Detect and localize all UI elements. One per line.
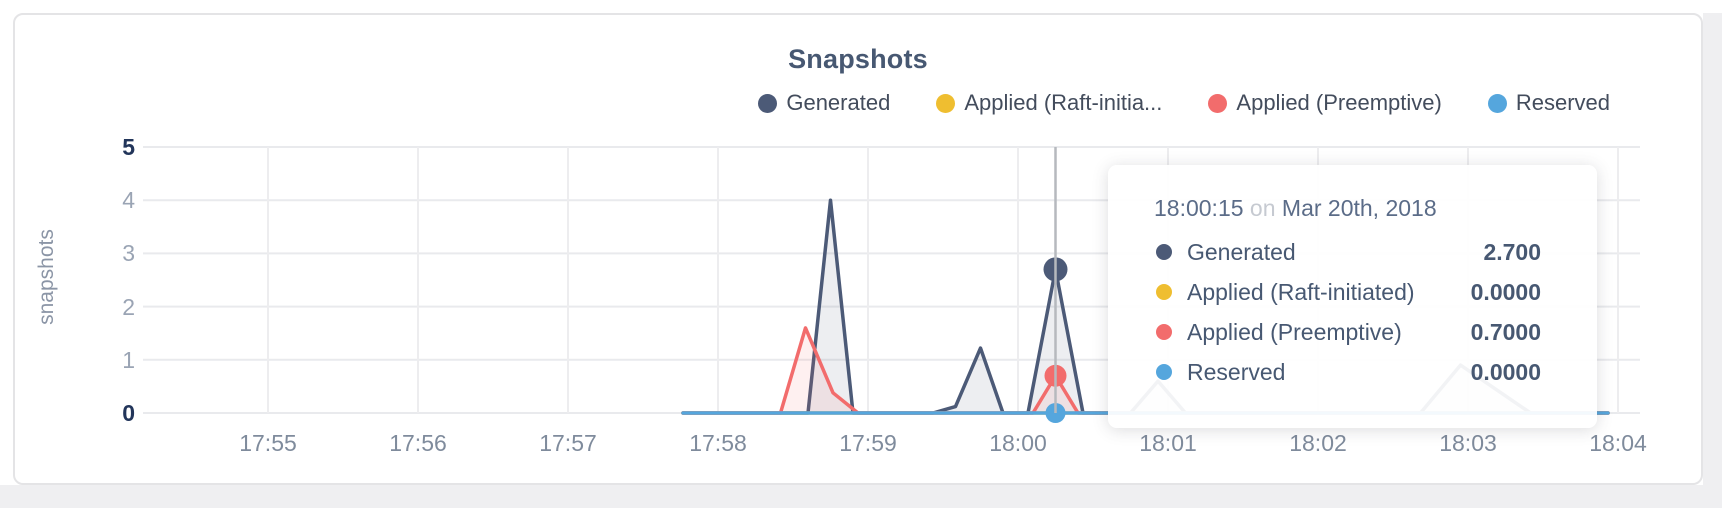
tooltip-series-value: 0.0000 [1470,278,1541,305]
tooltip-series-dot-icon [1156,364,1172,380]
page-background-right [1703,13,1722,508]
legend-label: Applied (Raft-initia... [964,90,1163,115]
hover-tooltip: 18:00:15 on Mar 20th, 2018 Generated 2.70… [1108,165,1597,428]
tooltip-time: 18:00:15 [1154,195,1244,221]
legend-dot-icon [1208,93,1228,113]
legend-item-applied-preemptive[interactable]: Applied (Preemptive) [1208,90,1442,116]
tooltip-series-dot-icon [1156,284,1172,300]
y-tick-4: 4 [122,187,135,214]
chart-legend: Generated Applied (Raft-initia... Applied … [758,90,1610,116]
x-tick-17-59: 17:59 [839,430,897,456]
y-tick-3: 3 [122,240,135,267]
tooltip-series-label: Applied (Raft-initiated) [1187,278,1415,305]
x-tick-18-00: 18:00 [989,430,1047,456]
tooltip-row-applied-raft-initiated-: Applied (Raft-initiated) 0.0000 [1148,272,1541,312]
legend-label: Generated [786,90,891,115]
y-tick-5: 5 [122,134,135,160]
tooltip-series-value: 2.700 [1483,238,1541,265]
x-tick-18-04: 18:04 [1589,430,1647,456]
y-tick-1: 1 [122,346,135,373]
tooltip-series-value: 0.0000 [1470,358,1541,385]
tooltip-row-applied-preemptive-: Applied (Preemptive) 0.7000 [1148,312,1541,352]
x-tick-17-56: 17:56 [389,430,447,456]
x-tick-17-58: 17:58 [689,430,747,456]
x-tick-18-01: 18:01 [1139,430,1197,456]
tooltip-series-dot-icon [1156,244,1172,260]
legend-dot-icon [758,93,778,113]
legend-item-reserved[interactable]: Reserved [1487,90,1610,116]
tooltip-series-value: 0.7000 [1470,318,1541,345]
tooltip-timestamp: 18:00:15 on Mar 20th, 2018 [1154,195,1541,222]
chart-title: Snapshots [788,44,928,74]
x-tick-18-02: 18:02 [1289,430,1347,456]
x-tick-17-57: 17:57 [539,430,597,456]
page-background-bottom [0,485,1722,508]
x-tick-17-55: 17:55 [239,430,297,456]
legend-item-applied-raft-initia[interactable]: Applied (Raft-initia... [936,90,1162,116]
tooltip-series-dot-icon [1156,324,1172,340]
x-tick-18-03: 18:03 [1439,430,1497,456]
tooltip-date: Mar 20th, 2018 [1281,195,1437,221]
tooltip-series-rows: Generated 2.700 Applied (Raft-initiated) 0.… [1148,232,1541,392]
legend-dot-icon [1487,93,1507,113]
legend-dot-icon [936,93,956,113]
y-axis-label: snapshots [35,229,58,325]
tooltip-series-label: Generated [1187,238,1296,265]
tooltip-row-generated: Generated 2.700 [1148,232,1541,272]
tooltip-on: on [1249,195,1276,221]
tooltip-row-reserved: Reserved 0.0000 [1148,352,1541,392]
tooltip-series-label: Reserved [1187,358,1286,385]
legend-label: Applied (Preemptive) [1236,90,1442,115]
legend-item-generated[interactable]: Generated [758,90,890,116]
y-tick-0: 0 [122,400,135,426]
tooltip-series-label: Applied (Preemptive) [1187,318,1402,345]
legend-label: Reserved [1515,90,1610,115]
y-tick-2: 2 [122,293,135,320]
